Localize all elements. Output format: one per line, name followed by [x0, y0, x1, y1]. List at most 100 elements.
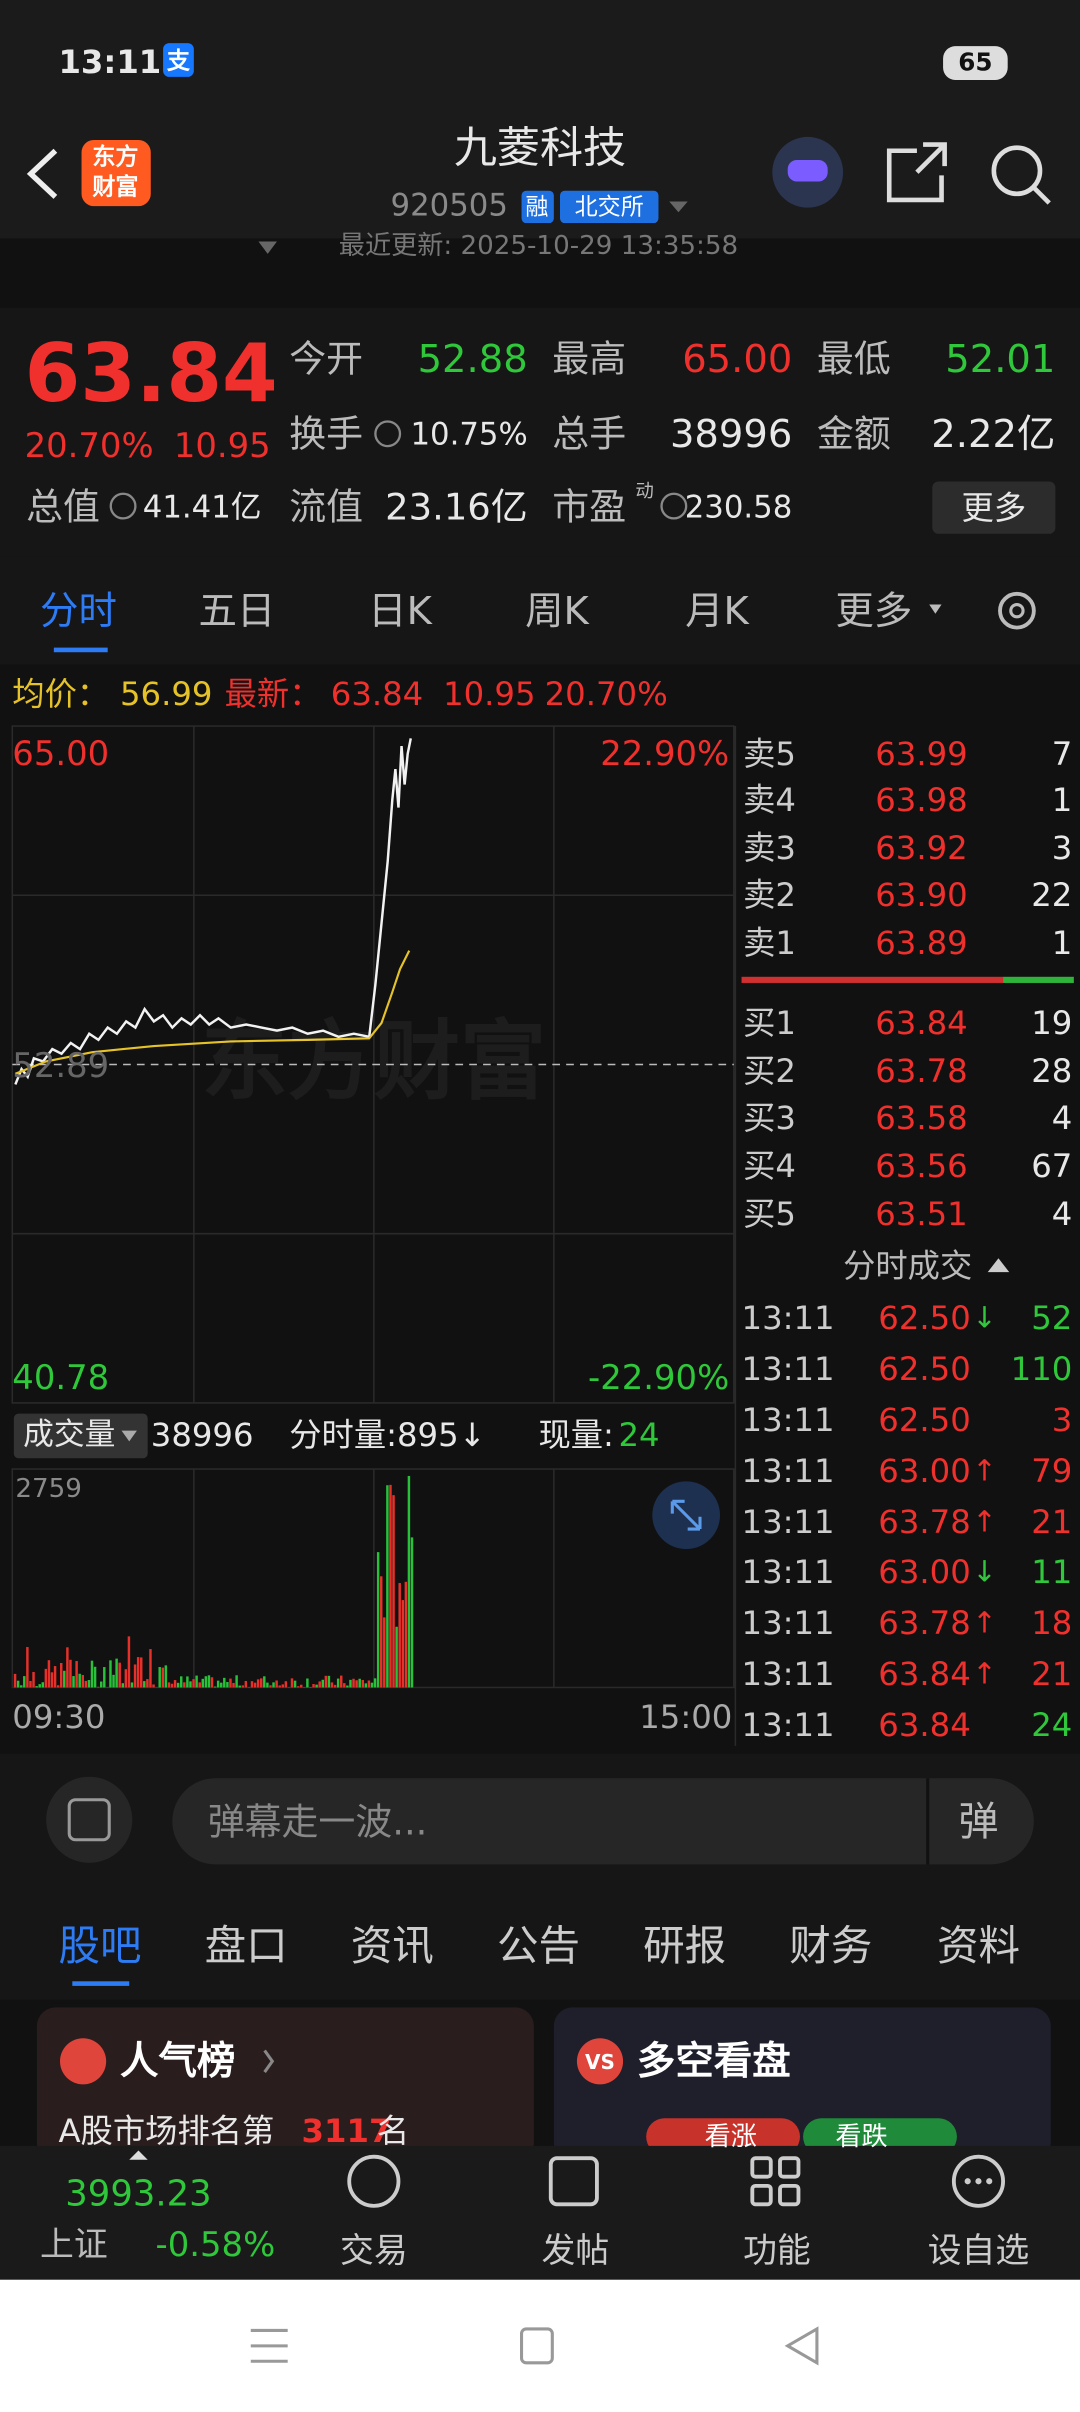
- volume-bar: [170, 1683, 174, 1688]
- volume-bar: [407, 1475, 411, 1688]
- volume-bar: [69, 1659, 72, 1688]
- chart-tab[interactable]: 更多: [835, 589, 913, 635]
- volume-bar: [330, 1682, 334, 1688]
- more-button[interactable]: [932, 481, 1056, 534]
- content-tab[interactable]: 盘口: [204, 1921, 288, 1971]
- field-label: 换手: [289, 412, 364, 456]
- comment-icon[interactable]: [46, 1776, 133, 1863]
- trade-price: 63.78: [878, 1603, 971, 1642]
- order-volume: 1: [1051, 780, 1073, 819]
- tabs-bg: [0, 556, 1080, 665]
- order-label: 卖3: [743, 828, 796, 867]
- stat-label: 总值: [26, 485, 100, 529]
- card-bg[interactable]: [36, 2007, 534, 2162]
- info-icon[interactable]: [660, 492, 688, 520]
- content-tab[interactable]: 财务: [789, 1921, 873, 1971]
- trade-time: 13:11: [741, 1299, 835, 1338]
- system-buttons[interactable]: [250, 2326, 819, 2366]
- volume-now-label: 现量:: [538, 1416, 614, 1455]
- dropdown[interactable]: [669, 201, 688, 213]
- volume-bar: [149, 1649, 152, 1688]
- order-label: 卖2: [743, 876, 796, 915]
- post-icon[interactable]: [548, 2156, 599, 2207]
- chart-tab[interactable]: 月K: [685, 589, 749, 635]
- back-button[interactable]: [26, 148, 58, 199]
- volume-bar: [232, 1682, 235, 1688]
- nav-label[interactable]: 发帖: [541, 2230, 610, 2270]
- trade-arrow: ↑: [972, 1503, 997, 1538]
- trade-time: 13:11: [741, 1400, 835, 1439]
- content-tab[interactable]: 资讯: [350, 1921, 434, 1971]
- volume-bar: [195, 1675, 198, 1688]
- volume-bar: [109, 1660, 112, 1688]
- order-label: 买1: [743, 1003, 796, 1042]
- avg-item: 63.84: [330, 674, 424, 713]
- order-volume: 4: [1051, 1194, 1073, 1233]
- trade-arrow: ↑: [972, 1453, 997, 1488]
- volume-bar: [180, 1676, 183, 1688]
- trade-volume: 18: [1031, 1603, 1073, 1642]
- content-tab[interactable]: 公告: [496, 1921, 580, 1971]
- volume-bar: [167, 1682, 171, 1688]
- dropdown: [121, 1430, 137, 1442]
- chart-tab[interactable]: 五日: [198, 589, 276, 635]
- field-label: 总手: [552, 412, 627, 456]
- field-value: 10.75%: [410, 416, 528, 453]
- robot-face: [787, 159, 828, 182]
- trade-price: 62.50: [878, 1299, 971, 1338]
- trade-time: 13:11: [741, 1553, 835, 1592]
- avg-item: 最新：: [224, 674, 322, 713]
- trade-volume: 21: [1031, 1502, 1073, 1541]
- chart-tab[interactable]: 日K: [368, 589, 432, 635]
- share-icon[interactable]: [886, 142, 947, 203]
- volume-bar: [296, 1686, 300, 1688]
- info-icon[interactable]: [109, 492, 137, 520]
- sort-arrow: [987, 1258, 1010, 1273]
- tabs2-bg: [0, 1892, 1080, 2000]
- volume-bar: [343, 1683, 346, 1688]
- watchlist-icon[interactable]: [951, 2154, 1006, 2208]
- volume-bar: [241, 1685, 245, 1688]
- volume-bar: [383, 1617, 386, 1688]
- volume-bar: [216, 1680, 220, 1688]
- info-icon[interactable]: [374, 420, 402, 448]
- search-icon[interactable]: [991, 145, 1043, 197]
- battery: 65: [958, 47, 993, 77]
- comment-button[interactable]: 弹: [958, 1798, 999, 1845]
- nav-label[interactable]: 设自选: [927, 2230, 1030, 2270]
- content-tab[interactable]: 股吧: [58, 1921, 142, 1971]
- more-button[interactable]: 更多: [961, 488, 1027, 527]
- order-label: 买2: [743, 1051, 796, 1090]
- order-volume: 4: [1051, 1099, 1073, 1138]
- buy-ratio: [1003, 976, 1074, 983]
- volume-bar: [130, 1682, 134, 1688]
- price-low: 40.78: [12, 1358, 110, 1398]
- chart-tab[interactable]: 分时: [40, 589, 117, 635]
- content-tab[interactable]: 研报: [643, 1921, 727, 1971]
- comment-input[interactable]: [172, 1778, 1034, 1865]
- time-start: 09:30: [12, 1697, 106, 1736]
- card-rank: 3117: [301, 2111, 392, 2150]
- volume-bar: [235, 1675, 238, 1688]
- trade-icon[interactable]: [347, 2154, 401, 2208]
- nav-label[interactable]: 功能: [743, 2230, 811, 2270]
- card-bg[interactable]: [553, 2007, 1051, 2162]
- volume-bar: [395, 1626, 398, 1688]
- volume-bar: [210, 1677, 214, 1688]
- function-icon[interactable]: [750, 2156, 801, 2207]
- volume-bar: [103, 1667, 106, 1688]
- volume-bar: [53, 1666, 57, 1688]
- volume-bar: [281, 1684, 284, 1688]
- order-label: 卖1: [743, 923, 796, 962]
- volume-label-bg[interactable]: [13, 1413, 148, 1459]
- chart-tab[interactable]: 周K: [525, 589, 589, 635]
- settings-icon[interactable]: [998, 591, 1036, 630]
- content-tab[interactable]: 资料: [936, 1921, 1020, 1971]
- order-price: 63.58: [875, 1099, 968, 1138]
- volume-bar: [192, 1679, 195, 1688]
- trade-time: 13:11: [741, 1705, 835, 1744]
- nav-label[interactable]: 交易: [340, 2230, 408, 2270]
- volume-bar: [100, 1681, 103, 1688]
- order-price: 63.99: [875, 734, 968, 773]
